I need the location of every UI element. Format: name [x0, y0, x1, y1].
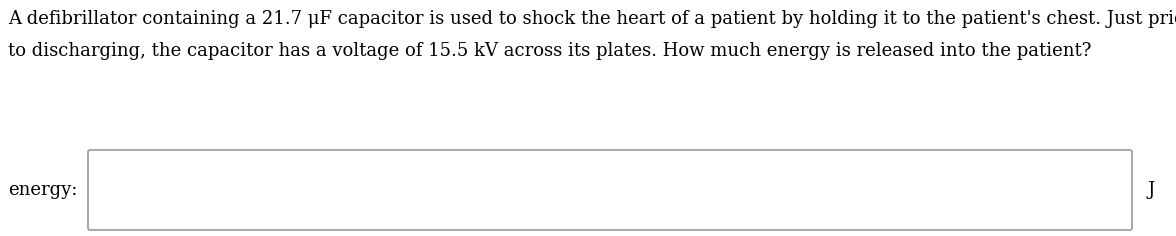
Text: to discharging, the capacitor has a voltage of 15.5 kV across its plates. How mu: to discharging, the capacitor has a volt…: [8, 42, 1091, 60]
Text: A defibrillator containing a 21.7 μF capacitor is used to shock the heart of a p: A defibrillator containing a 21.7 μF cap…: [8, 10, 1176, 28]
FancyBboxPatch shape: [88, 150, 1132, 230]
Text: energy:: energy:: [8, 181, 78, 199]
Text: J: J: [1148, 181, 1155, 199]
